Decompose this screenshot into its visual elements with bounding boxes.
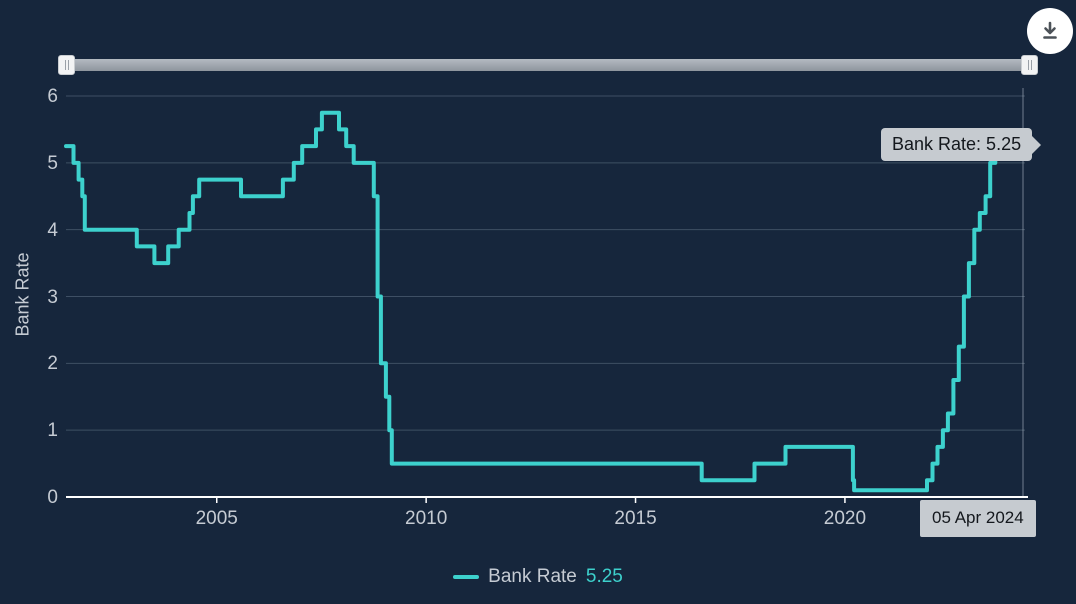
tooltip-text: Bank Rate: 5.25 — [892, 134, 1022, 154]
y-tick-label: 6 — [47, 86, 58, 108]
y-tick-label: 0 — [47, 487, 58, 508]
y-tick-label: 2 — [47, 353, 58, 375]
crosshair-date-label: 05 Apr 2024 — [920, 500, 1036, 537]
y-tick-label: 3 — [47, 286, 58, 308]
legend-series-swatch — [453, 575, 480, 579]
series-line[interactable] — [64, 110, 1026, 493]
download-icon — [1043, 21, 1057, 39]
x-tick-label: 2005 — [195, 508, 238, 529]
y-tick-label: 4 — [47, 219, 58, 241]
navigator-handle-left[interactable] — [58, 55, 75, 75]
legend[interactable]: Bank Rate 5.25 — [0, 566, 1076, 588]
x-tick-label: 2020 — [823, 508, 867, 529]
tooltip: Bank Rate: 5.25 — [881, 128, 1042, 161]
x-tick-label: 2010 — [405, 508, 448, 529]
x-tick-label: 2015 — [614, 508, 657, 529]
navigator-handle-right[interactable] — [1021, 55, 1038, 75]
navigator-track[interactable] — [64, 59, 1032, 71]
y-tick-label: 5 — [47, 152, 58, 174]
legend-series-value: 5.25 — [585, 566, 623, 587]
download-button[interactable] — [1027, 8, 1073, 54]
legend-series-name: Bank Rate — [488, 566, 577, 587]
y-tick-label: 1 — [47, 420, 58, 442]
